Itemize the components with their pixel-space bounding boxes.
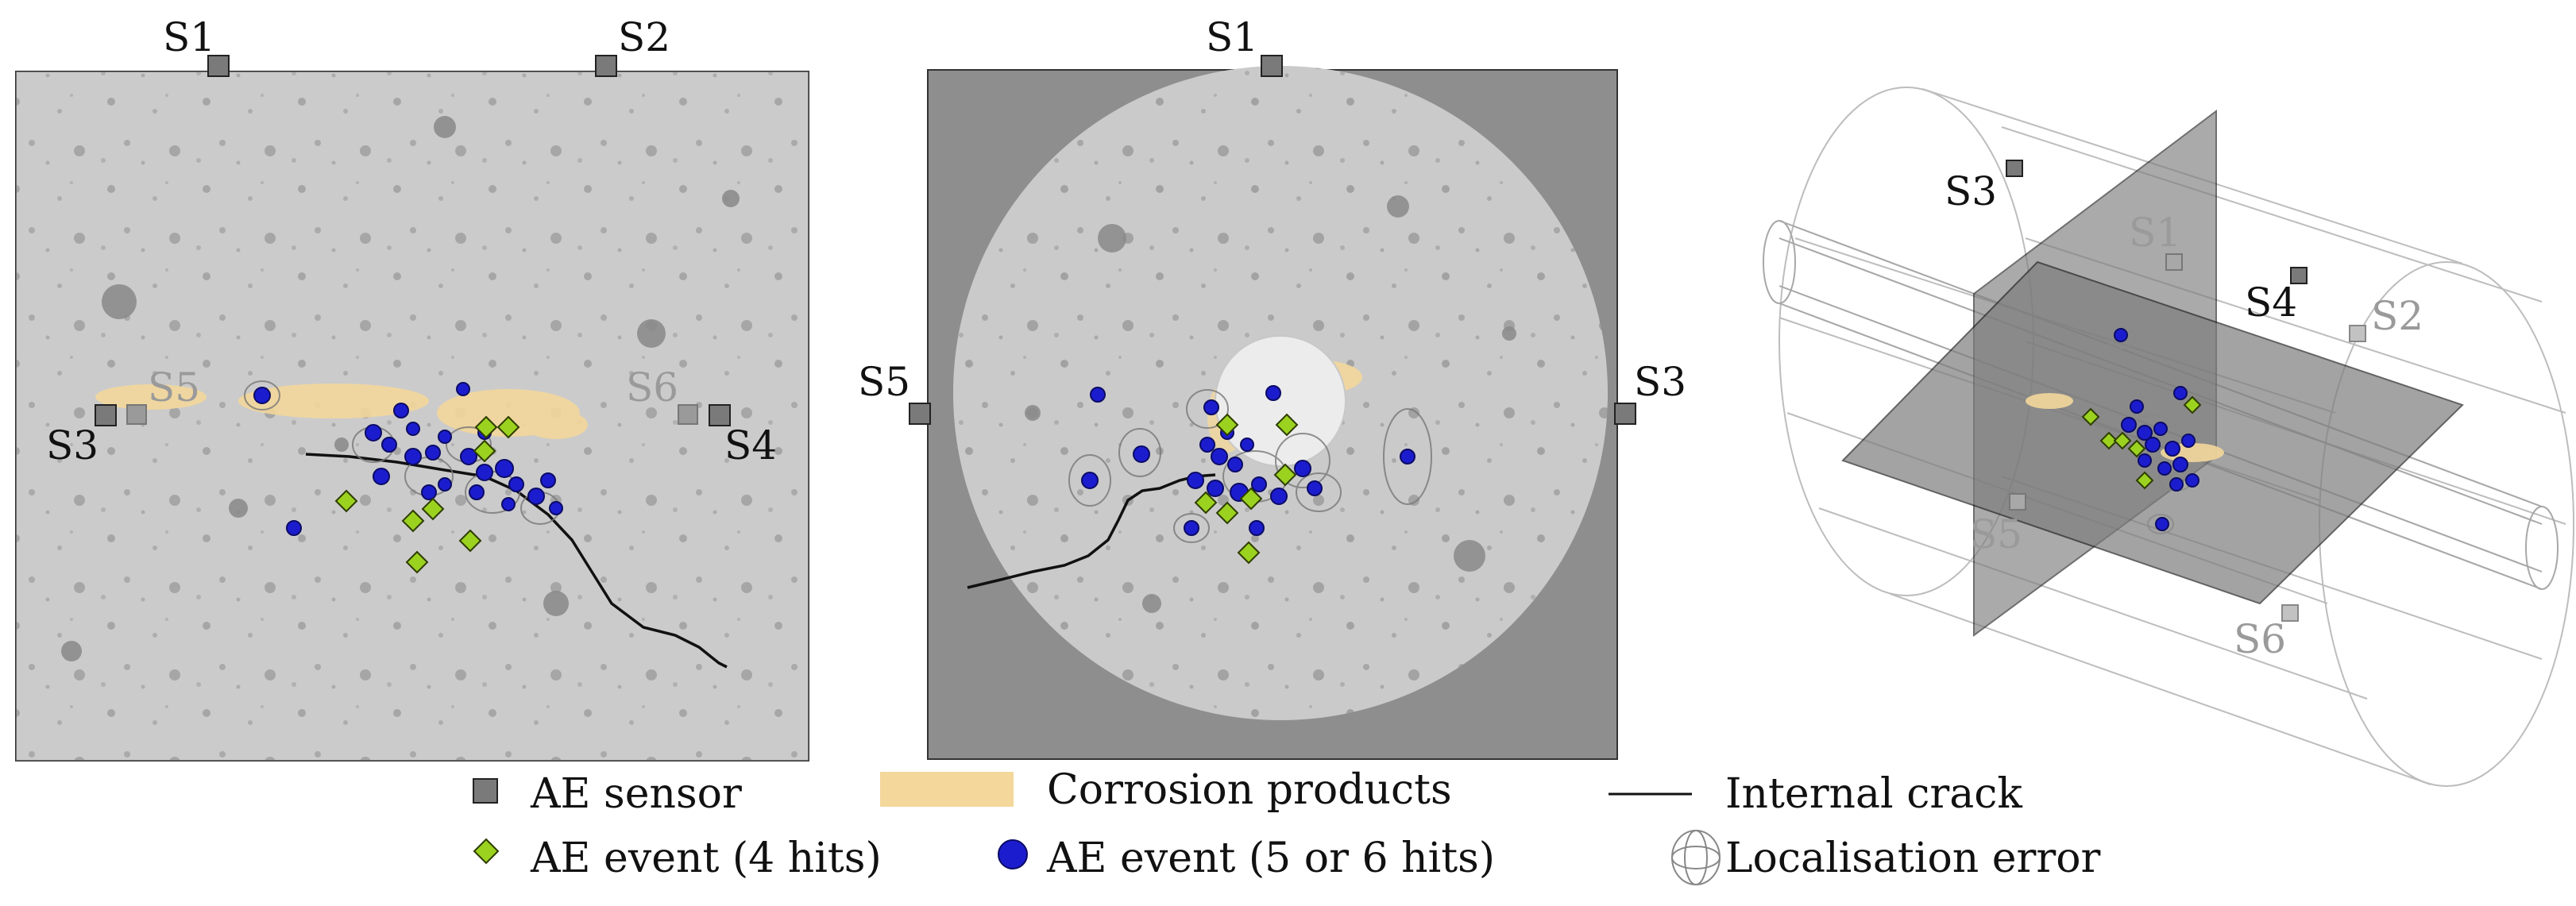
sensor-labels-3d: S3 S1 S4 S2 S5 S6 xyxy=(1945,168,2423,662)
sensor-label: S3 xyxy=(1945,168,1997,214)
internal-crack-cross xyxy=(967,473,1216,589)
concrete-slice-side xyxy=(15,71,809,761)
sensor-s5 xyxy=(2009,493,2026,511)
sensor-s1 xyxy=(1261,55,1283,77)
sensor-label: S1 xyxy=(2129,210,2181,256)
legend-error-icon xyxy=(1671,830,1721,885)
sensor-label: S2 xyxy=(2371,293,2423,339)
sensors-3d xyxy=(2006,160,2366,622)
sensor-label: S5 xyxy=(1970,511,2022,557)
legend-label-corrosion: Corrosion products xyxy=(1047,766,1452,814)
sensor-s6 xyxy=(2281,604,2299,622)
sensor-s4 xyxy=(2290,267,2308,284)
ae-events-56-side xyxy=(253,382,563,536)
legend-label-crack: Internal crack xyxy=(1725,770,2022,818)
sensor-s3 xyxy=(2006,160,2023,177)
legend-event4-icon xyxy=(473,838,500,865)
sensor-s1 xyxy=(2165,253,2183,271)
legend-label-error: Localisation error xyxy=(1725,835,2101,882)
panel-cross-section: S1 S5 S3 xyxy=(858,14,1686,760)
sensor-label: S2 xyxy=(618,14,670,60)
sensor-labels-cross: S1 S5 S3 xyxy=(858,14,1686,405)
sensor-labels-side: S1 S2 S5 S3 S6 S4 xyxy=(46,14,777,468)
ae-events-56-3d xyxy=(2114,328,2199,531)
legend-label-event56: AE event (5 or 6 hits) xyxy=(1046,835,1495,882)
sensor-s3 xyxy=(95,404,117,426)
panel-3d-view: S3 S1 S4 S2 S5 S6 xyxy=(1763,87,2574,787)
sensor-label: S3 xyxy=(1634,359,1686,405)
legend-corrosion-swatch xyxy=(880,772,1014,807)
ae-events-4-3d xyxy=(2081,395,2202,490)
ae-events-56-cross xyxy=(1081,385,1415,536)
sensor-label: S4 xyxy=(2245,280,2297,326)
legend-event56-icon xyxy=(998,839,1028,869)
sensor-s1 xyxy=(207,55,230,77)
sensors-cross xyxy=(909,55,1636,425)
sensor-label: S1 xyxy=(1206,14,1258,60)
sensors-side xyxy=(95,55,731,426)
sensor-label: S3 xyxy=(46,422,98,468)
sensor-label: S4 xyxy=(724,422,777,468)
sensor-label: S6 xyxy=(2234,616,2286,662)
panel-side-view: S1 S2 S5 S3 S6 S4 xyxy=(15,14,809,761)
sensor-s2 xyxy=(2349,325,2366,342)
sensor-label: S6 xyxy=(626,364,678,411)
sensor-label: S1 xyxy=(163,14,215,60)
ae-events-4-side xyxy=(334,415,520,574)
legend-label-event4: AE event (4 hits) xyxy=(530,835,882,882)
legend-label-sensor: AE sensor xyxy=(530,770,742,818)
legend-sensor-icon xyxy=(473,778,498,804)
sensor-label: S5 xyxy=(148,364,200,411)
sensor-s5 xyxy=(126,404,147,425)
sensor-label: S5 xyxy=(858,359,910,405)
sensor-s6 xyxy=(678,404,698,425)
legend: AE sensor Corrosion products Internal cr… xyxy=(473,766,2101,885)
sensor-s4 xyxy=(709,404,731,426)
ae-events-4-cross xyxy=(1194,413,1299,565)
corrosion-side xyxy=(95,384,588,439)
sensor-s5 xyxy=(909,403,931,425)
sensor-s3 xyxy=(1614,403,1636,425)
sensor-s2 xyxy=(595,55,617,77)
